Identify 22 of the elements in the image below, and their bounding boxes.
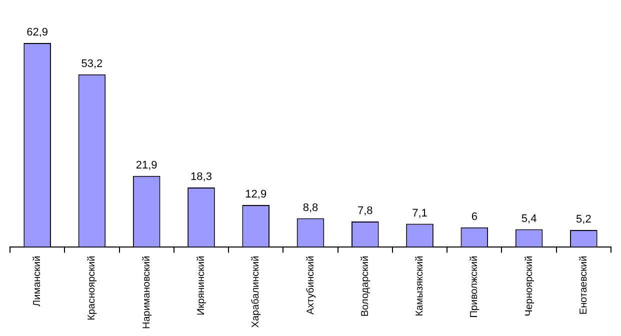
x-tick-label: Ахтубинский bbox=[305, 256, 316, 315]
x-tick-label: Енотаевский bbox=[578, 256, 590, 315]
data-label: 7,1 bbox=[412, 207, 428, 220]
data-label: 5,2 bbox=[576, 213, 592, 226]
data-label: 18,3 bbox=[190, 171, 212, 184]
x-tick-label: Лиманский bbox=[32, 256, 44, 306]
x-tick-label: Харабалинский bbox=[250, 256, 262, 328]
x-tick-label: Икрянинский bbox=[196, 256, 207, 316]
data-label: 21,9 bbox=[136, 159, 158, 172]
data-label: 62,9 bbox=[26, 26, 48, 39]
data-label: 12,9 bbox=[245, 188, 267, 201]
x-tick-label: Наримановский bbox=[141, 256, 152, 330]
data-label: 6 bbox=[471, 210, 478, 223]
data-label: 53,2 bbox=[81, 58, 103, 70]
x-tick-label: Камызякский bbox=[414, 256, 426, 316]
x-tick-label: Красноярский bbox=[86, 256, 98, 320]
data-label: 8,8 bbox=[302, 202, 318, 214]
x-tick-label: Черноярский bbox=[524, 256, 535, 316]
x-tick-label: Приволжский bbox=[469, 256, 480, 318]
data-label: 7,8 bbox=[357, 205, 373, 218]
x-tick-label: Володарский bbox=[360, 256, 371, 317]
data-label: 5,4 bbox=[521, 212, 537, 225]
